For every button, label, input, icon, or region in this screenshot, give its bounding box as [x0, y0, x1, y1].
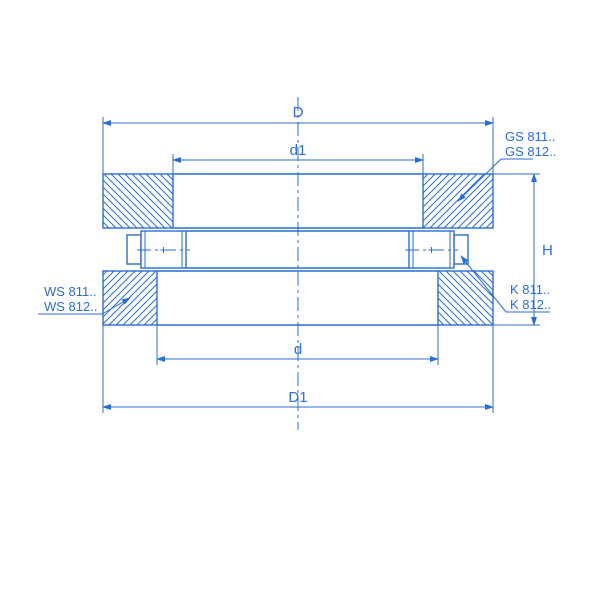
- label-k811: K 811..: [510, 282, 550, 297]
- label-gs812: GS 812..: [505, 144, 556, 159]
- label-ws811: WS 811..: [44, 284, 97, 299]
- dim-D1: D1: [288, 389, 307, 406]
- label-ws812: WS 812..: [44, 299, 97, 314]
- label-gs811: GS 811..: [505, 129, 555, 144]
- label-k812: K 812..: [510, 297, 551, 312]
- dim-d1: d1: [290, 142, 307, 159]
- dim-H: H: [542, 242, 553, 259]
- dim-d: d: [294, 341, 302, 358]
- dim-D: D: [293, 104, 304, 121]
